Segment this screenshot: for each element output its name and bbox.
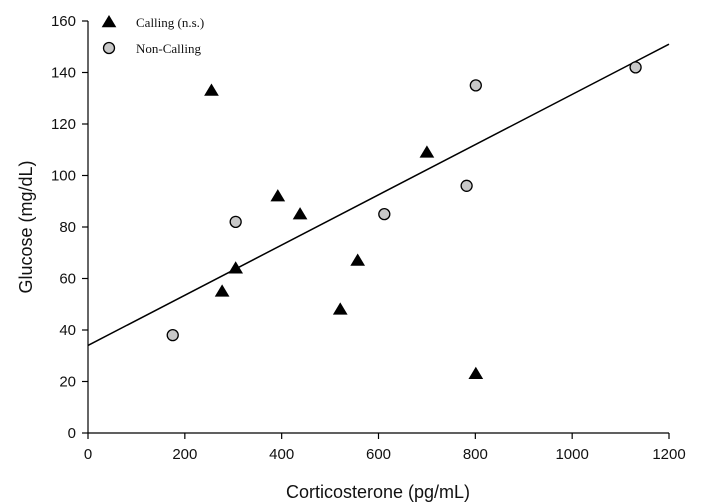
x-tick-label: 1200 <box>652 446 685 463</box>
calling-point <box>270 189 286 202</box>
y-tick-group: 0 20 40 60 80 100 120 140 160 <box>51 13 88 442</box>
y-tick-label: 140 <box>51 65 76 82</box>
non-calling-point <box>460 179 473 192</box>
y-tick-label: 0 <box>68 425 76 442</box>
y-tick-label: 60 <box>59 271 76 288</box>
y-tick-label: 100 <box>51 168 76 185</box>
x-axis: 0 200 400 600 800 1000 1200 Corticosterone (pg… <box>84 432 686 502</box>
non-calling-point <box>469 79 482 92</box>
calling-point <box>228 261 244 274</box>
calling-point <box>204 83 219 96</box>
data-points <box>166 61 642 380</box>
non-calling-point <box>166 328 179 342</box>
x-tick-group: 0 200 400 600 800 1000 1200 <box>84 433 686 463</box>
y-axis-title: Glucose (mg/dL) <box>16 160 36 293</box>
non-calling-point <box>378 207 391 221</box>
calling-point <box>468 366 484 380</box>
y-tick-label: 160 <box>51 13 76 30</box>
legend: Calling (n.s.) Non-Calling <box>101 15 204 56</box>
calling-point <box>214 284 230 297</box>
y-tick-label: 80 <box>59 219 76 236</box>
calling-point <box>292 207 308 220</box>
x-tick-label: 1000 <box>555 446 588 463</box>
x-axis-title: Corticosterone (pg/mL) <box>286 482 470 502</box>
y-tick-label: 120 <box>51 116 76 133</box>
legend-label: Non-Calling <box>136 41 201 56</box>
legend-triangle-symbol <box>101 15 117 28</box>
calling-point <box>350 253 366 266</box>
x-tick-label: 0 <box>84 446 92 463</box>
non-calling-point <box>629 61 642 74</box>
regression-line <box>87 43 670 347</box>
x-tick-label: 400 <box>269 446 294 463</box>
x-tick-label: 200 <box>172 446 197 463</box>
x-tick-label: 600 <box>366 446 391 463</box>
x-tick-label: 800 <box>463 446 488 463</box>
y-tick-label: 20 <box>59 374 76 391</box>
legend-label: Calling (n.s.) <box>136 15 204 30</box>
non-calling-point <box>229 215 242 229</box>
y-axis: 0 20 40 60 80 100 120 140 160 Glucose (mg/dL) <box>16 13 89 442</box>
y-tick-label: 40 <box>59 322 76 339</box>
calling-point <box>332 302 348 315</box>
calling-point <box>419 145 435 158</box>
legend-circle-symbol <box>102 41 116 55</box>
